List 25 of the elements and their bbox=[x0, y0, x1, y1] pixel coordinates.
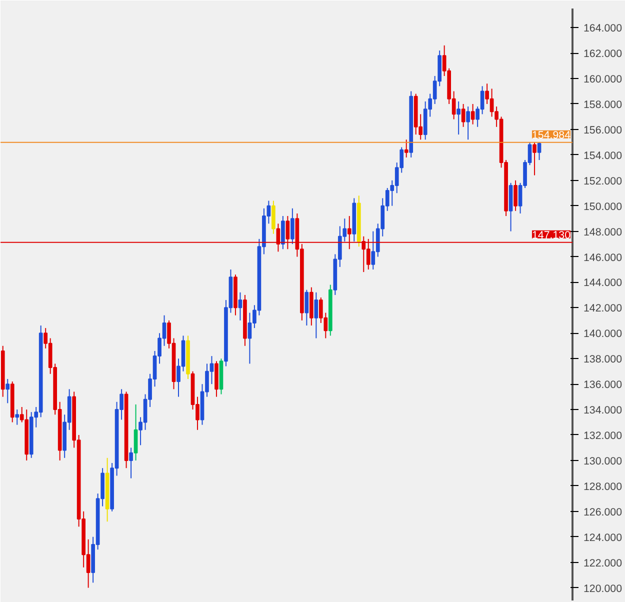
y-tick-label: 142.000 bbox=[584, 302, 622, 315]
y-tick-label: 150.000 bbox=[584, 200, 622, 213]
y-tick-label: 122.000 bbox=[584, 557, 622, 570]
ref-line-label: 154.984 bbox=[532, 129, 571, 142]
y-tick-label: 140.000 bbox=[584, 328, 622, 340]
y-tick-label: 132.000 bbox=[584, 430, 622, 442]
y-tick-label: 130.000 bbox=[584, 455, 622, 468]
y-tick-label: 124.000 bbox=[584, 532, 622, 544]
y-tick-label: 160.000 bbox=[584, 74, 622, 86]
y-tick-label: 162.000 bbox=[584, 48, 622, 60]
y-tick-label: 126.000 bbox=[584, 506, 622, 518]
y-tick-label: 154.000 bbox=[584, 150, 622, 162]
y-tick-label: 134.000 bbox=[584, 404, 622, 417]
y-tick-label: 138.000 bbox=[584, 354, 622, 366]
y-tick-label: 120.000 bbox=[584, 582, 622, 595]
y-tick-label: 156.000 bbox=[584, 124, 622, 136]
y-tick-label: 152.000 bbox=[584, 175, 622, 188]
y-tick-label: 146.000 bbox=[584, 252, 622, 264]
y-tick-label: 136.000 bbox=[584, 379, 622, 392]
y-tick-label: 128.000 bbox=[584, 480, 622, 493]
y-tick-label: 144.000 bbox=[584, 277, 622, 290]
y-tick-label: 158.000 bbox=[584, 98, 622, 111]
ref-line-label: 147.130 bbox=[532, 229, 571, 242]
y-tick-label: 148.000 bbox=[584, 226, 622, 238]
y-tick-label: 164.000 bbox=[584, 22, 622, 35]
